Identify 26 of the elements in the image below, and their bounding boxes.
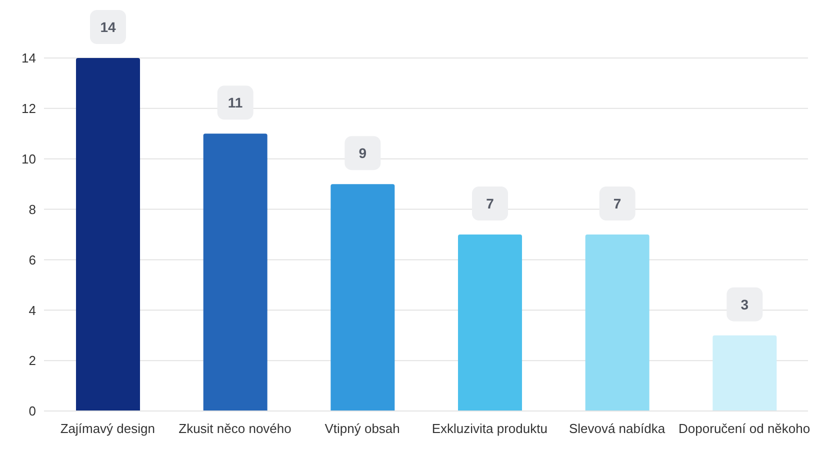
bar — [76, 58, 140, 411]
y-tick-label: 12 — [22, 101, 36, 116]
data-label: 14 — [100, 19, 116, 35]
y-tick-label: 2 — [28, 353, 36, 368]
bar — [712, 335, 777, 411]
bar — [458, 234, 522, 411]
y-tick-label: 10 — [22, 151, 36, 166]
y-tick-label: 6 — [28, 252, 36, 268]
y-tick-label: 8 — [28, 202, 36, 217]
y-tick-label: 0 — [28, 404, 36, 419]
bar — [203, 134, 268, 411]
bar — [585, 234, 650, 411]
x-tick-label: Doporučení od někoho — [678, 421, 810, 436]
x-tick-label: Vtipný obsah — [324, 421, 400, 436]
data-label: 3 — [740, 296, 749, 312]
data-label: 7 — [486, 196, 494, 212]
data-label: 7 — [613, 196, 622, 212]
x-tick-label: Zkusit něco nového — [178, 421, 292, 436]
x-tick-label: Slevová nabídka — [568, 421, 666, 436]
data-label: 11 — [228, 94, 243, 111]
data-label: 9 — [358, 145, 367, 162]
y-tick-label: 4 — [28, 302, 36, 318]
x-tick-label: Exkluzivita produktu — [432, 421, 548, 436]
y-tick-label: 14 — [22, 50, 36, 66]
x-tick-label: Zajímavý design — [60, 421, 155, 436]
bar — [330, 184, 395, 411]
